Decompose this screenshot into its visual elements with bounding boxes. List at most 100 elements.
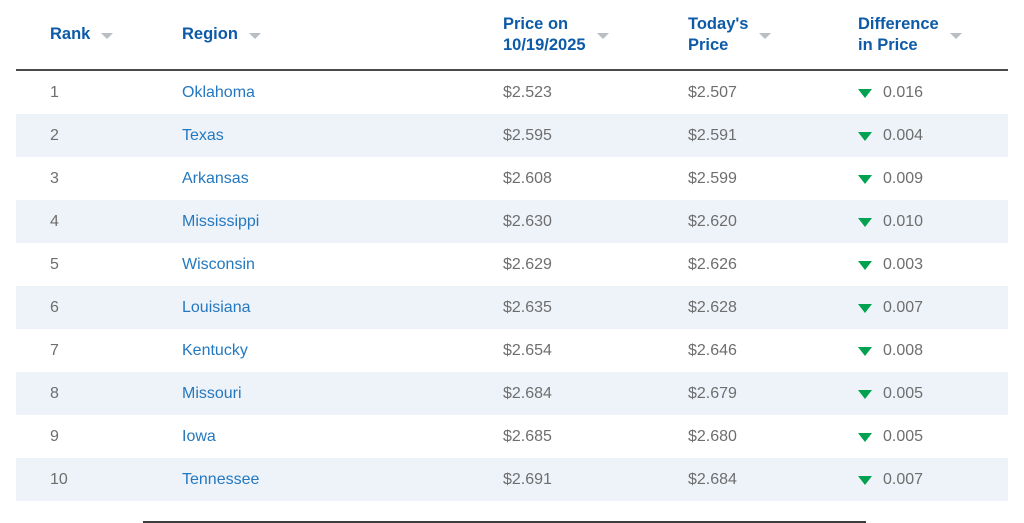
column-header-rank[interactable]: Rank	[16, 0, 148, 71]
sort-caret-icon	[248, 32, 261, 39]
table-row: 2 Texas $2.595 $2.591 0.004	[16, 114, 1008, 157]
todays-price-cell: $2.507	[688, 83, 737, 101]
region-link[interactable]: Kentucky	[182, 341, 248, 359]
difference-cell: 0.009	[824, 157, 1008, 200]
difference-cell: 0.007	[824, 286, 1008, 329]
previous-price-cell: $2.523	[503, 83, 552, 101]
column-header-price-previous[interactable]: Price on 10/19/2025	[469, 0, 654, 71]
price-decrease-triangle-icon	[858, 260, 872, 270]
previous-price-cell: $2.685	[503, 427, 552, 445]
table-row: 10 Tennessee $2.691 $2.684 0.007	[16, 458, 1008, 501]
price-decrease-triangle-icon	[858, 217, 872, 227]
sort-caret-icon	[101, 32, 114, 39]
rank-cell: 9	[50, 427, 59, 445]
difference-cell: 0.008	[824, 329, 1008, 372]
column-header-todays-price[interactable]: Today's Price	[654, 0, 824, 71]
table-row: 3 Arkansas $2.608 $2.599 0.009	[16, 157, 1008, 200]
region-link[interactable]: Louisiana	[182, 298, 251, 316]
column-header-difference-label: Difference in Price	[858, 14, 939, 54]
previous-price-cell: $2.691	[503, 470, 552, 488]
price-decrease-triangle-icon	[858, 88, 872, 98]
price-decrease-triangle-icon	[858, 389, 872, 399]
region-cell: Kentucky	[148, 329, 469, 372]
difference-value: 0.005	[883, 384, 924, 402]
difference-cell: 0.016	[824, 70, 1008, 114]
todays-price-cell: $2.680	[688, 427, 737, 445]
rank-cell: 10	[50, 470, 68, 488]
todays-price-cell: $2.628	[688, 298, 737, 316]
column-header-region-label: Region	[182, 25, 238, 43]
difference-cell: 0.005	[824, 415, 1008, 458]
previous-price-cell: $2.635	[503, 298, 552, 316]
table-body: 1 Oklahoma $2.523 $2.507 0.016 2 Texas $…	[16, 70, 1008, 501]
column-header-price-previous-label: Price on 10/19/2025	[503, 14, 586, 54]
difference-value: 0.009	[883, 169, 924, 187]
region-cell: Tennessee	[148, 458, 469, 501]
column-header-region[interactable]: Region	[148, 0, 469, 71]
difference-cell: 0.004	[824, 114, 1008, 157]
rank-cell: 4	[50, 212, 59, 230]
region-cell: Iowa	[148, 415, 469, 458]
difference-value: 0.010	[883, 212, 924, 230]
difference-value: 0.016	[883, 83, 924, 101]
difference-value: 0.004	[883, 126, 924, 144]
todays-price-cell: $2.679	[688, 384, 737, 402]
sort-caret-icon	[759, 32, 772, 39]
rank-cell: 8	[50, 384, 59, 402]
column-header-difference[interactable]: Difference in Price	[824, 0, 1008, 71]
price-decrease-triangle-icon	[858, 346, 872, 356]
price-decrease-triangle-icon	[858, 475, 872, 485]
rank-cell: 2	[50, 126, 59, 144]
column-header-todays-price-label: Today's Price	[688, 14, 749, 54]
region-cell: Louisiana	[148, 286, 469, 329]
price-decrease-triangle-icon	[858, 432, 872, 442]
table-row: 1 Oklahoma $2.523 $2.507 0.016	[16, 70, 1008, 114]
region-cell: Mississippi	[148, 200, 469, 243]
difference-cell: 0.010	[824, 200, 1008, 243]
table-row: 7 Kentucky $2.654 $2.646 0.008	[16, 329, 1008, 372]
todays-price-cell: $2.620	[688, 212, 737, 230]
difference-value: 0.007	[883, 470, 924, 488]
price-decrease-triangle-icon	[858, 174, 872, 184]
previous-price-cell: $2.629	[503, 255, 552, 273]
region-cell: Oklahoma	[148, 70, 469, 114]
todays-price-cell: $2.599	[688, 169, 737, 187]
difference-cell: 0.003	[824, 243, 1008, 286]
table-row: 8 Missouri $2.684 $2.679 0.005	[16, 372, 1008, 415]
region-link[interactable]: Missouri	[182, 384, 242, 402]
region-link[interactable]: Tennessee	[182, 470, 260, 488]
rank-cell: 6	[50, 298, 59, 316]
region-link[interactable]: Texas	[182, 126, 224, 144]
todays-price-cell: $2.646	[688, 341, 737, 359]
table-row: 4 Mississippi $2.630 $2.620 0.010	[16, 200, 1008, 243]
horizontal-scrollbar-thumb[interactable]	[143, 521, 866, 523]
rank-cell: 7	[50, 341, 59, 359]
region-cell: Missouri	[148, 372, 469, 415]
region-link[interactable]: Iowa	[182, 427, 216, 445]
sort-caret-icon	[596, 32, 609, 39]
previous-price-cell: $2.684	[503, 384, 552, 402]
difference-value: 0.007	[883, 298, 924, 316]
price-decrease-triangle-icon	[858, 131, 872, 141]
region-link[interactable]: Wisconsin	[182, 255, 255, 273]
difference-cell: 0.007	[824, 458, 1008, 501]
previous-price-cell: $2.608	[503, 169, 552, 187]
sort-caret-icon	[949, 32, 962, 39]
region-link[interactable]: Oklahoma	[182, 83, 255, 101]
region-link[interactable]: Arkansas	[182, 169, 249, 187]
rank-cell: 5	[50, 255, 59, 273]
table-row: 6 Louisiana $2.635 $2.628 0.007	[16, 286, 1008, 329]
region-link[interactable]: Mississippi	[182, 212, 260, 230]
difference-value: 0.008	[883, 341, 924, 359]
table-row: 9 Iowa $2.685 $2.680 0.005	[16, 415, 1008, 458]
gas-price-table: Rank Region Price on 10/19/2025	[16, 0, 1008, 501]
todays-price-cell: $2.591	[688, 126, 737, 144]
previous-price-cell: $2.654	[503, 341, 552, 359]
previous-price-cell: $2.595	[503, 126, 552, 144]
rank-cell: 3	[50, 169, 59, 187]
region-cell: Texas	[148, 114, 469, 157]
todays-price-cell: $2.684	[688, 470, 737, 488]
todays-price-cell: $2.626	[688, 255, 737, 273]
price-decrease-triangle-icon	[858, 303, 872, 313]
